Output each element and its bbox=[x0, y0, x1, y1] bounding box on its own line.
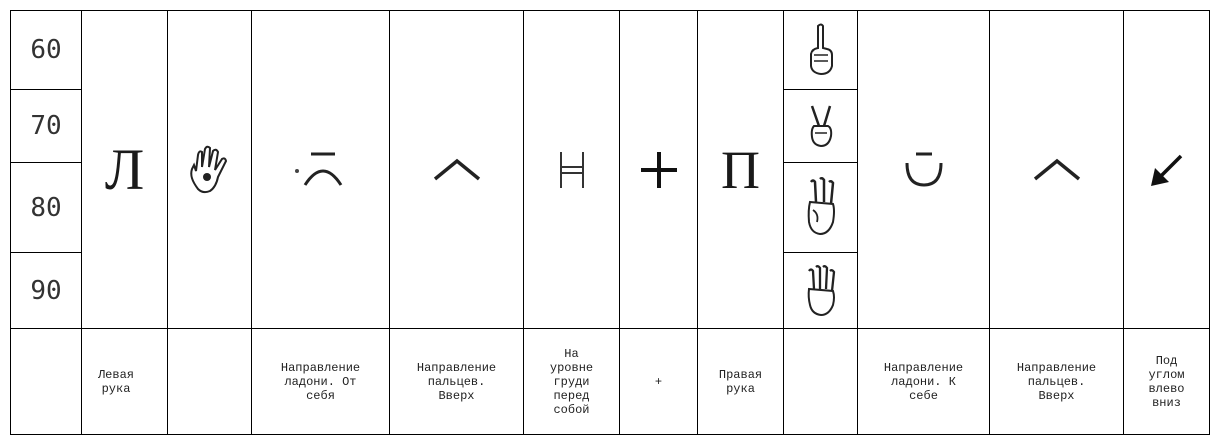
row-number-90: 90 bbox=[10, 253, 82, 329]
chest-level-cell bbox=[524, 10, 620, 329]
caption-right-hand: Правая рука bbox=[698, 329, 784, 435]
caption-plus: + bbox=[620, 329, 698, 435]
caption-fingers-up: Направление пальцев. Вверх bbox=[390, 329, 524, 435]
palm-direction-toward-cell bbox=[858, 10, 990, 329]
left-hand-glyph-cell: Л bbox=[82, 10, 168, 329]
palm-direction-away-cell bbox=[252, 10, 390, 329]
hand-shape-cell bbox=[168, 10, 252, 329]
row-number-80: 80 bbox=[10, 163, 82, 253]
plus-cell bbox=[620, 10, 698, 329]
caption-diagonal-down-left: Под углом влево вниз bbox=[1124, 329, 1210, 435]
arrow-down-left-icon bbox=[1150, 154, 1182, 186]
open-palm-hand-icon bbox=[189, 145, 227, 193]
three-fingers-hand-icon bbox=[807, 176, 835, 235]
chest-level-h-icon bbox=[559, 151, 584, 188]
hand-icon-cell-80 bbox=[784, 163, 858, 253]
two-fingers-v-hand-icon bbox=[810, 105, 832, 148]
finger-direction-up-cell bbox=[390, 10, 524, 329]
palm-away-direction-icon bbox=[294, 152, 342, 186]
hand-icon-cell-90 bbox=[784, 253, 858, 329]
caret-up-icon bbox=[433, 158, 480, 180]
row-number-60: 60 bbox=[10, 10, 82, 90]
caption-chest-level: На уровне груди перед собой bbox=[524, 329, 620, 435]
right-hand-glyph-cell: П bbox=[698, 10, 784, 329]
row-number-70: 70 bbox=[10, 90, 82, 163]
hand-icon-cell-70 bbox=[784, 90, 858, 163]
four-fingers-hand-icon bbox=[807, 264, 835, 316]
caption-fingers-up-2: Направление пальцев. Вверх bbox=[990, 329, 1124, 435]
index-finger-up-hand-icon bbox=[809, 23, 833, 76]
caption-left-hand: Левая рука bbox=[82, 329, 168, 435]
caption-empty-8 bbox=[784, 329, 858, 435]
caption-empty-2 bbox=[168, 329, 252, 435]
caret-up-icon bbox=[1033, 158, 1080, 180]
left-hand-glyph: Л bbox=[104, 137, 145, 202]
finger-direction-up-cell-2 bbox=[990, 10, 1124, 329]
caption-palm-toward: Направление ладони. К себе bbox=[858, 329, 990, 435]
plus-icon bbox=[640, 151, 677, 188]
caption-empty-0 bbox=[10, 329, 82, 435]
caption-palm-away: Направление ладони. От себя bbox=[252, 329, 390, 435]
hand-icon-cell-60 bbox=[784, 10, 858, 90]
right-hand-glyph: П bbox=[721, 139, 760, 200]
movement-direction-cell bbox=[1124, 10, 1210, 329]
palm-toward-self-icon bbox=[905, 152, 942, 187]
